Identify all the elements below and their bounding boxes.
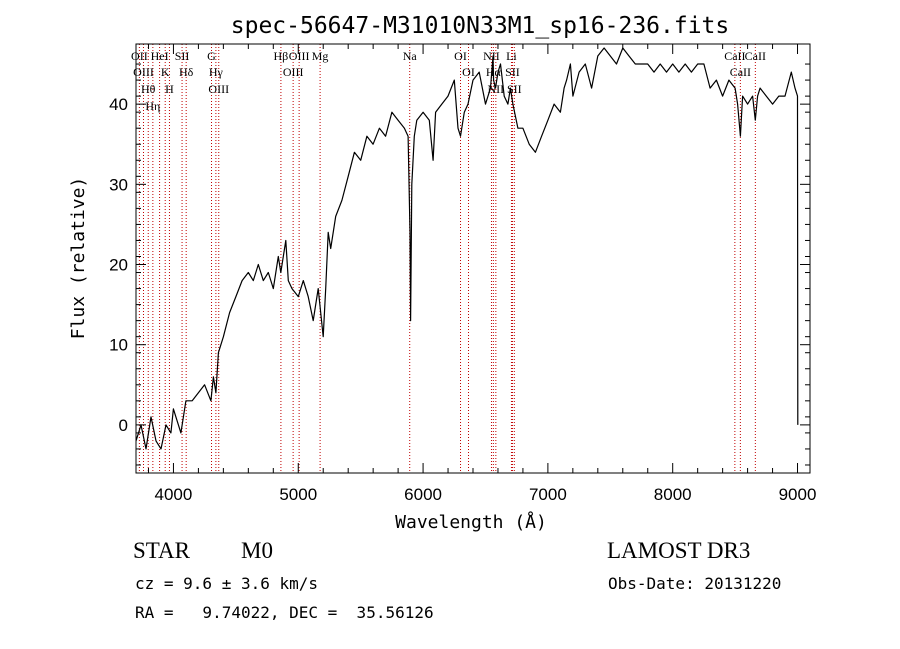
line-label: SII bbox=[175, 49, 190, 63]
spectrum-series bbox=[135, 47, 799, 450]
line-label: CaII bbox=[730, 65, 751, 79]
chart-title: spec-56647-M31010N33M1_sp16-236.fits bbox=[231, 13, 730, 39]
line-label: OIII bbox=[283, 65, 304, 79]
object-class: STAR bbox=[133, 538, 190, 563]
y-tick-label: 30 bbox=[109, 175, 128, 194]
object-subclass: M0 bbox=[241, 538, 273, 563]
line-label: NII bbox=[483, 49, 500, 63]
line-label: CaII bbox=[745, 49, 766, 63]
plot-frame bbox=[135, 43, 811, 474]
line-label: SII bbox=[505, 65, 520, 79]
y-tick-label: 0 bbox=[119, 416, 128, 435]
x-tick-label: 9000 bbox=[779, 485, 817, 504]
line-label: HeI bbox=[151, 49, 169, 63]
x-axis-label: Wavelength (Å) bbox=[395, 511, 547, 533]
survey-name: LAMOST DR3 bbox=[607, 538, 751, 563]
x-tick-label: 6000 bbox=[404, 485, 442, 504]
line-label: OIII bbox=[133, 65, 154, 79]
y-axis-label: Flux (relative) bbox=[68, 177, 89, 340]
observation-date: Obs-Date: 20131220 bbox=[608, 574, 782, 593]
x-axis: 4000 5000 6000 7000 8000 9000 bbox=[147, 44, 817, 504]
line-label: Hθ bbox=[141, 82, 156, 96]
line-label: Hβ bbox=[274, 49, 289, 63]
y-tick-label: 10 bbox=[109, 336, 128, 355]
line-label: Li bbox=[506, 49, 517, 63]
y-tick-label: 20 bbox=[109, 256, 128, 275]
x-tick-label: 7000 bbox=[529, 485, 567, 504]
line-label: CaII bbox=[724, 49, 745, 63]
line-label: OIII bbox=[289, 49, 310, 63]
series-layer bbox=[135, 47, 799, 450]
x-tick-label: 4000 bbox=[155, 485, 193, 504]
line-label: Mg bbox=[312, 49, 329, 63]
line-label: OI bbox=[462, 65, 475, 79]
line-label: NII bbox=[488, 82, 505, 96]
line-label: OI bbox=[454, 49, 467, 63]
line-label: Na bbox=[403, 49, 418, 63]
x-tick-label: 5000 bbox=[279, 485, 317, 504]
y-axis: 0 10 20 30 40 bbox=[109, 63, 810, 466]
x-tick-label: 8000 bbox=[654, 485, 692, 504]
line-label: Hδ bbox=[179, 65, 194, 79]
line-label: G bbox=[207, 49, 216, 63]
line-label: Hγ bbox=[209, 65, 224, 79]
coordinates: RA = 9.74022, DEC = 35.56126 bbox=[135, 603, 434, 622]
line-label: Hη bbox=[145, 99, 160, 113]
line-label: H bbox=[165, 82, 174, 96]
line-label: OIII bbox=[208, 82, 229, 96]
emission-line-markers bbox=[138, 44, 756, 473]
redshift-value: cz = 9.6 ± 3.6 km/s bbox=[135, 574, 319, 593]
line-label: OII bbox=[131, 49, 148, 63]
y-tick-label: 40 bbox=[109, 95, 128, 114]
line-label: K bbox=[161, 65, 170, 79]
